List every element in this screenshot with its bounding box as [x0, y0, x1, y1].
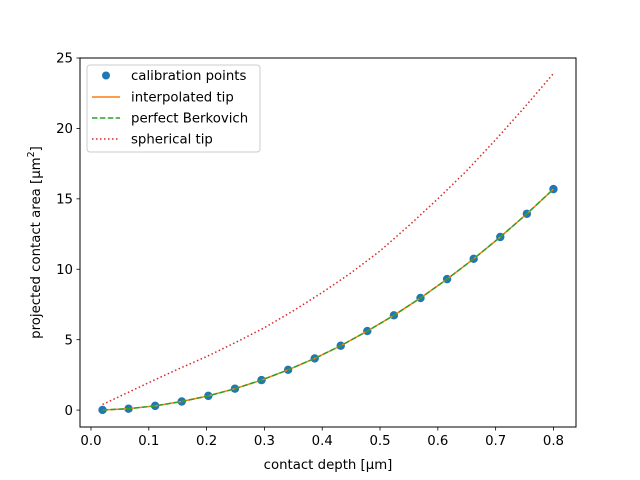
- y-tick-label: 0: [65, 404, 73, 419]
- ticks-layer: 0.0 0.1 0.2 0.3 0.4 0.5 0.6 0.7 0.8 0 5 10 15 20 25: [56, 52, 564, 449]
- legend-label-perfect-berkovich: perfect Berkovich: [131, 112, 248, 127]
- x-tick-label: 0.2: [196, 434, 217, 449]
- legend-label-interpolated-tip: interpolated tip: [131, 91, 234, 106]
- x-tick-label: 0.3: [254, 434, 275, 449]
- x-tick-label: 0.8: [543, 434, 564, 449]
- legend-label-calibration-points: calibration points: [131, 69, 247, 84]
- y-tick-label: 25: [56, 52, 73, 67]
- legend-label-spherical-tip: spherical tip: [131, 133, 213, 148]
- y-axis-label-end: ]: [29, 146, 44, 151]
- legend-box: [86, 64, 261, 153]
- series-line-perfect-berkovich: [102, 188, 554, 411]
- y-axis-label: projected contact area [μm2]: [26, 146, 44, 339]
- x-tick-label: 0.0: [80, 434, 101, 449]
- y-tick-label: 15: [56, 193, 73, 208]
- legend-marker-calibration-points: [102, 71, 110, 80]
- y-tick-label: 10: [56, 263, 73, 278]
- x-tick-label: 0.5: [369, 434, 390, 449]
- y-axis-label-main: projected contact area [μm: [29, 157, 44, 338]
- series-line-spherical-tip: [102, 73, 555, 406]
- calibration-point: [98, 405, 107, 415]
- plot-frame: [79, 57, 577, 428]
- x-tick-label: 0.6: [427, 434, 448, 449]
- x-tick-label: 0.7: [485, 434, 506, 449]
- x-tick-label: 0.1: [138, 434, 159, 449]
- y-tick-label: 5: [65, 333, 73, 348]
- y-tick-label: 20: [56, 122, 73, 137]
- x-tick-label: 0.4: [312, 434, 333, 449]
- x-axis-label: contact depth [μm]: [264, 458, 393, 473]
- legend: calibration points interpolated tip perf…: [86, 64, 261, 153]
- y-axis-label-superscript: 2: [26, 151, 37, 157]
- series-layer: [98, 73, 558, 415]
